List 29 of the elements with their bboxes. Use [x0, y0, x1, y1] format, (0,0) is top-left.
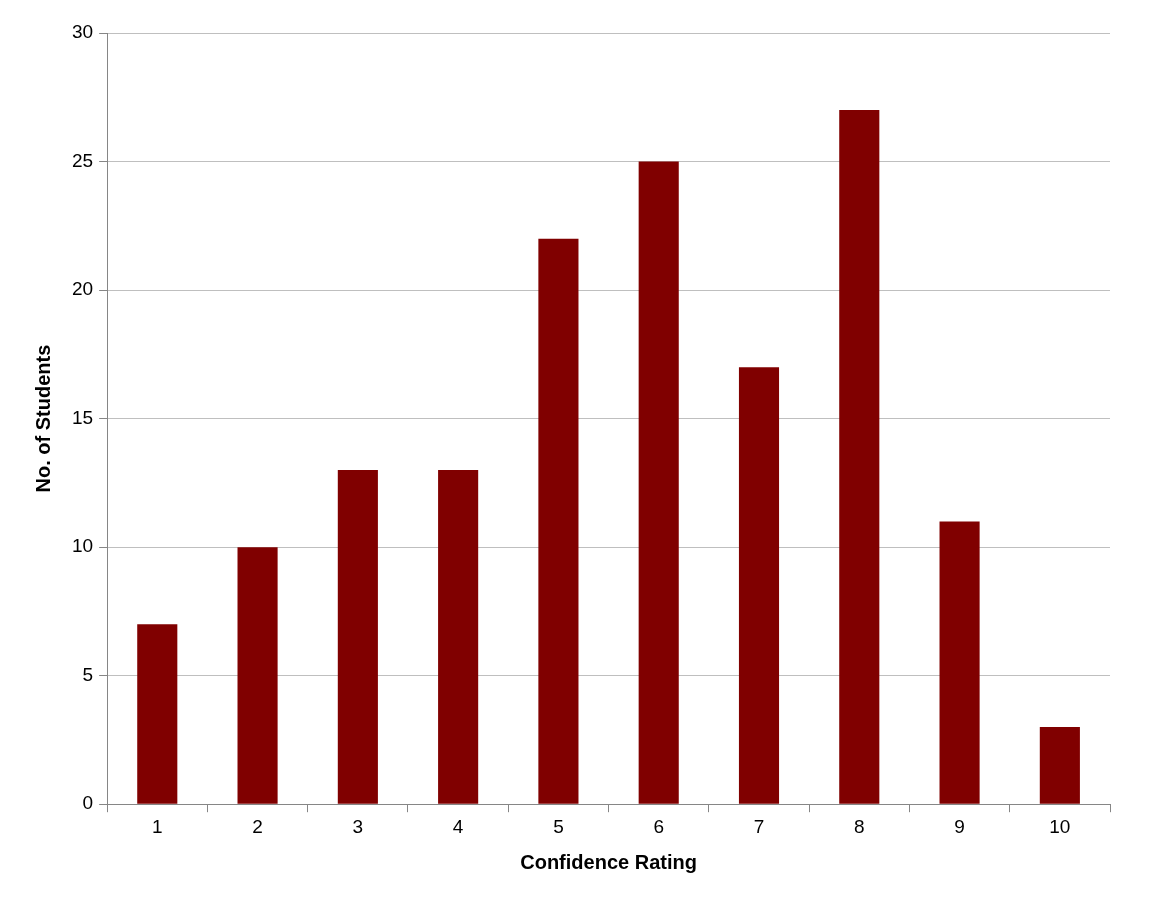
y-tick-label: 25	[71, 149, 94, 171]
bar	[1039, 727, 1080, 804]
bar	[738, 367, 780, 804]
y-axis-title: No. of Students	[31, 344, 54, 493]
bar	[839, 110, 880, 804]
bar	[337, 470, 378, 804]
y-tick-label: 15	[71, 406, 94, 428]
bar	[438, 470, 479, 804]
y-tick-label: 0	[82, 792, 94, 814]
x-tick-label: 1	[151, 815, 163, 837]
x-axis-title: Confidence Rating	[520, 850, 697, 873]
x-tick-label: 7	[753, 815, 765, 837]
x-tick-label: 10	[1049, 815, 1071, 837]
x-tick-label: 5	[553, 815, 564, 837]
x-tick-label: 2	[252, 815, 263, 837]
y-tick-label: 5	[82, 663, 94, 685]
bar	[137, 624, 178, 804]
bar	[237, 547, 278, 804]
y-tick-label: 30	[71, 21, 94, 43]
y-tick-label: 20	[71, 278, 94, 300]
x-tick-label: 6	[653, 815, 664, 837]
x-tick-label: 3	[352, 815, 364, 837]
x-tick-label: 9	[954, 815, 965, 837]
x-tick-label: 8	[853, 815, 865, 837]
bar	[538, 238, 579, 804]
bar	[638, 161, 679, 804]
x-tick-label: 4	[452, 815, 464, 837]
bar	[939, 521, 980, 804]
y-tick-label: 10	[71, 535, 94, 557]
